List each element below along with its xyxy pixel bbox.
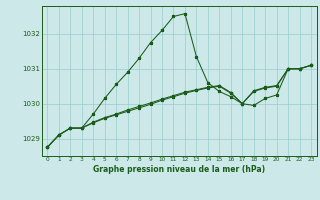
X-axis label: Graphe pression niveau de la mer (hPa): Graphe pression niveau de la mer (hPa) bbox=[93, 165, 265, 174]
